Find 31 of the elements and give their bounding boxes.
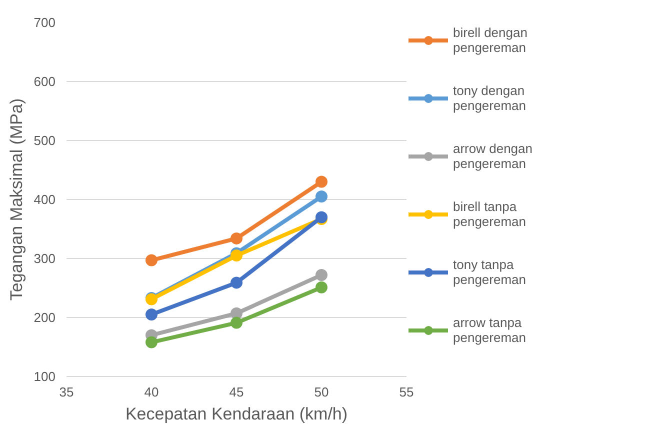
y-tick-label: 400: [34, 192, 56, 207]
y-axis-title: Tegangan Maksimal (MPa): [6, 98, 26, 301]
point: [146, 308, 158, 321]
x-axis-title: Kecepatan Kendaraan (km/h): [125, 404, 348, 424]
point: [146, 254, 158, 266]
legend-label: arrow tanpa pengereman: [453, 314, 526, 346]
y-tick-label: 700: [34, 15, 56, 30]
x-tick-label: 35: [59, 384, 74, 400]
point: [230, 316, 242, 329]
y-tick-label: 600: [34, 74, 56, 89]
legend-label: birell tanpa pengereman: [453, 198, 526, 230]
x-tick-label: 45: [229, 384, 244, 400]
legend-label: birell dengan pengereman: [453, 24, 528, 56]
legend-label: arrow dengan pengereman: [453, 140, 532, 172]
point: [230, 250, 242, 262]
point: [230, 276, 242, 289]
x-tick-label: 50: [314, 384, 329, 400]
point: [146, 336, 158, 348]
point: [316, 281, 328, 294]
y-tick-label: 300: [34, 251, 56, 266]
legend-label: tony dengan pengereman: [453, 82, 526, 114]
y-tick-label: 100: [34, 369, 56, 384]
legend-label: tony tanpa pengereman: [453, 256, 526, 288]
point: [316, 190, 328, 203]
point: [316, 269, 328, 282]
y-tick-label: 500: [34, 133, 56, 148]
point: [316, 176, 328, 188]
y-tick-label: 200: [34, 310, 56, 325]
x-tick-label: 55: [399, 384, 414, 400]
x-tick-label: 40: [144, 384, 159, 400]
point: [230, 232, 242, 244]
